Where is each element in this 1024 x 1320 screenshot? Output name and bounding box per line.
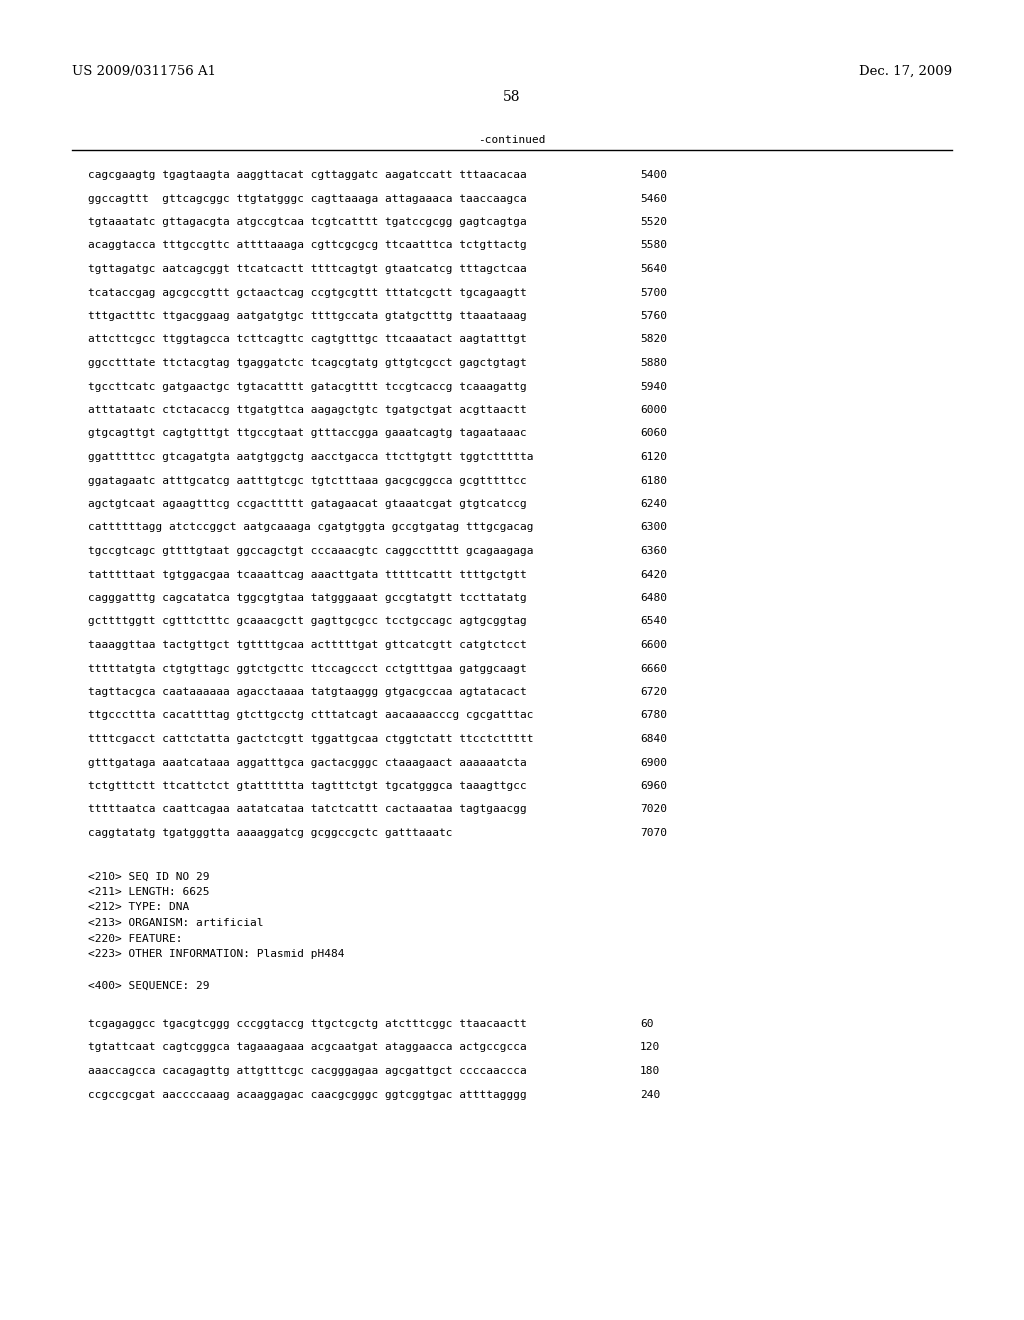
Text: atttataatc ctctacaccg ttgatgttca aagagctgtc tgatgctgat acgttaactt: atttataatc ctctacaccg ttgatgttca aagagct… [88,405,526,414]
Text: tgttagatgc aatcagcggt ttcatcactt ttttcagtgt gtaatcatcg tttagctcaa: tgttagatgc aatcagcggt ttcatcactt ttttcag… [88,264,526,275]
Text: 6180: 6180 [640,475,667,486]
Text: 5940: 5940 [640,381,667,392]
Text: 6120: 6120 [640,451,667,462]
Text: <223> OTHER INFORMATION: Plasmid pH484: <223> OTHER INFORMATION: Plasmid pH484 [88,949,344,960]
Text: ggccagttt  gttcagcggc ttgtatgggc cagttaaaga attagaaaca taaccaagca: ggccagttt gttcagcggc ttgtatgggc cagttaaa… [88,194,526,203]
Text: tgtaaatatc gttagacgta atgccgtcaa tcgtcatttt tgatccgcgg gagtcagtga: tgtaaatatc gttagacgta atgccgtcaa tcgtcat… [88,216,526,227]
Text: 6540: 6540 [640,616,667,627]
Text: <212> TYPE: DNA: <212> TYPE: DNA [88,903,189,912]
Text: <213> ORGANISM: artificial: <213> ORGANISM: artificial [88,917,263,928]
Text: 6480: 6480 [640,593,667,603]
Text: 6420: 6420 [640,569,667,579]
Text: 6960: 6960 [640,781,667,791]
Text: 6660: 6660 [640,664,667,673]
Text: ggcctttate ttctacgtag tgaggatctc tcagcgtatg gttgtcgcct gagctgtagt: ggcctttate ttctacgtag tgaggatctc tcagcgt… [88,358,526,368]
Text: tgccgtcagc gttttgtaat ggccagctgt cccaaacgtc caggccttttt gcagaagaga: tgccgtcagc gttttgtaat ggccagctgt cccaaac… [88,546,534,556]
Text: 5880: 5880 [640,358,667,368]
Text: gtttgataga aaatcataaa aggatttgca gactacgggc ctaaagaact aaaaaatcta: gtttgataga aaatcataaa aggatttgca gactacg… [88,758,526,767]
Text: ttgcccttta cacattttag gtcttgcctg ctttatcagt aacaaaacccg cgcgatttac: ttgcccttta cacattttag gtcttgcctg ctttatc… [88,710,534,721]
Text: 60: 60 [640,1019,653,1030]
Text: tttttaatca caattcagaa aatatcataa tatctcattt cactaaataa tagtgaacgg: tttttaatca caattcagaa aatatcataa tatctca… [88,804,526,814]
Text: 6900: 6900 [640,758,667,767]
Text: cagggatttg cagcatatca tggcgtgtaa tatgggaaat gccgtatgtt tccttatatg: cagggatttg cagcatatca tggcgtgtaa tatggga… [88,593,526,603]
Text: US 2009/0311756 A1: US 2009/0311756 A1 [72,65,216,78]
Text: ggatagaatc atttgcatcg aatttgtcgc tgtctttaaa gacgcggcca gcgtttttcc: ggatagaatc atttgcatcg aatttgtcgc tgtcttt… [88,475,526,486]
Text: tctgtttctt ttcattctct gtatttttta tagtttctgt tgcatgggca taaagttgcc: tctgtttctt ttcattctct gtatttttta tagtttc… [88,781,526,791]
Text: cagcgaagtg tgagtaagta aaggttacat cgttaggatc aagatccatt tttaacacaa: cagcgaagtg tgagtaagta aaggttacat cgttagg… [88,170,526,180]
Text: tgccttcatc gatgaactgc tgtacatttt gatacgtttt tccgtcaccg tcaaagattg: tgccttcatc gatgaactgc tgtacatttt gatacgt… [88,381,526,392]
Text: 58: 58 [503,90,521,104]
Text: 6600: 6600 [640,640,667,649]
Text: 6060: 6060 [640,429,667,438]
Text: taaaggttaa tactgttgct tgttttgcaa actttttgat gttcatcgtt catgtctcct: taaaggttaa tactgttgct tgttttgcaa acttttt… [88,640,526,649]
Text: 7020: 7020 [640,804,667,814]
Text: 5640: 5640 [640,264,667,275]
Text: ttttcgacct cattctatta gactctcgtt tggattgcaa ctggtctatt ttcctcttttt: ttttcgacct cattctatta gactctcgtt tggattg… [88,734,534,744]
Text: 6840: 6840 [640,734,667,744]
Text: ccgccgcgat aaccccaaag acaaggagac caacgcgggc ggtcggtgac attttagggg: ccgccgcgat aaccccaaag acaaggagac caacgcg… [88,1089,526,1100]
Text: 5460: 5460 [640,194,667,203]
Text: <400> SEQUENCE: 29: <400> SEQUENCE: 29 [88,981,210,990]
Text: attcttcgcc ttggtagcca tcttcagttc cagtgtttgc ttcaaatact aagtatttgt: attcttcgcc ttggtagcca tcttcagttc cagtgtt… [88,334,526,345]
Text: 5400: 5400 [640,170,667,180]
Text: <211> LENGTH: 6625: <211> LENGTH: 6625 [88,887,210,898]
Text: ggatttttcc gtcagatgta aatgtggctg aacctgacca ttcttgtgtt tggtcttttta: ggatttttcc gtcagatgta aatgtggctg aacctga… [88,451,534,462]
Text: tcataccgag agcgccgttt gctaactcag ccgtgcgttt tttatcgctt tgcagaagtt: tcataccgag agcgccgttt gctaactcag ccgtgcg… [88,288,526,297]
Text: 6240: 6240 [640,499,667,510]
Text: 5700: 5700 [640,288,667,297]
Text: 7070: 7070 [640,828,667,838]
Text: aaaccagcca cacagagttg attgtttcgc cacgggagaa agcgattgct ccccaaccca: aaaccagcca cacagagttg attgtttcgc cacggga… [88,1067,526,1076]
Text: 240: 240 [640,1089,660,1100]
Text: 180: 180 [640,1067,660,1076]
Text: 6300: 6300 [640,523,667,532]
Text: 5820: 5820 [640,334,667,345]
Text: caggtatatg tgatgggtta aaaaggatcg gcggccgctc gatttaaatc: caggtatatg tgatgggtta aaaaggatcg gcggccg… [88,828,453,838]
Text: tgtattcaat cagtcgggca tagaaagaaa acgcaatgat ataggaacca actgccgcca: tgtattcaat cagtcgggca tagaaagaaa acgcaat… [88,1043,526,1052]
Text: 6720: 6720 [640,686,667,697]
Text: tttttatgta ctgtgttagc ggtctgcttc ttccagccct cctgtttgaa gatggcaagt: tttttatgta ctgtgttagc ggtctgcttc ttccagc… [88,664,526,673]
Text: tcgagaggcc tgacgtcggg cccggtaccg ttgctcgctg atctttcggc ttaacaactt: tcgagaggcc tgacgtcggg cccggtaccg ttgctcg… [88,1019,526,1030]
Text: 5760: 5760 [640,312,667,321]
Text: gcttttggtt cgtttctttc gcaaacgctt gagttgcgcc tcctgccagc agtgcggtag: gcttttggtt cgtttctttc gcaaacgctt gagttgc… [88,616,526,627]
Text: 6780: 6780 [640,710,667,721]
Text: -continued: -continued [478,135,546,145]
Text: 6000: 6000 [640,405,667,414]
Text: Dec. 17, 2009: Dec. 17, 2009 [859,65,952,78]
Text: tagttacgca caataaaaaa agacctaaaa tatgtaaggg gtgacgccaa agtatacact: tagttacgca caataaaaaa agacctaaaa tatgtaa… [88,686,526,697]
Text: acaggtacca tttgccgttc attttaaaga cgttcgcgcg ttcaatttca tctgttactg: acaggtacca tttgccgttc attttaaaga cgttcgc… [88,240,526,251]
Text: tttgactttc ttgacggaag aatgatgtgc ttttgccata gtatgctttg ttaaataaag: tttgactttc ttgacggaag aatgatgtgc ttttgcc… [88,312,526,321]
Text: <210> SEQ ID NO 29: <210> SEQ ID NO 29 [88,871,210,882]
Text: 6360: 6360 [640,546,667,556]
Text: agctgtcaat agaagtttcg ccgacttttt gatagaacat gtaaatcgat gtgtcatccg: agctgtcaat agaagtttcg ccgacttttt gatagaa… [88,499,526,510]
Text: 5580: 5580 [640,240,667,251]
Text: 120: 120 [640,1043,660,1052]
Text: cattttttagg atctccggct aatgcaaaga cgatgtggta gccgtgatag tttgcgacag: cattttttagg atctccggct aatgcaaaga cgatgt… [88,523,534,532]
Text: 5520: 5520 [640,216,667,227]
Text: <220> FEATURE:: <220> FEATURE: [88,933,182,944]
Text: gtgcagttgt cagtgtttgt ttgccgtaat gtttaccgga gaaatcagtg tagaataaac: gtgcagttgt cagtgtttgt ttgccgtaat gtttacc… [88,429,526,438]
Text: tatttttaat tgtggacgaa tcaaattcag aaacttgata tttttcattt ttttgctgtt: tatttttaat tgtggacgaa tcaaattcag aaacttg… [88,569,526,579]
